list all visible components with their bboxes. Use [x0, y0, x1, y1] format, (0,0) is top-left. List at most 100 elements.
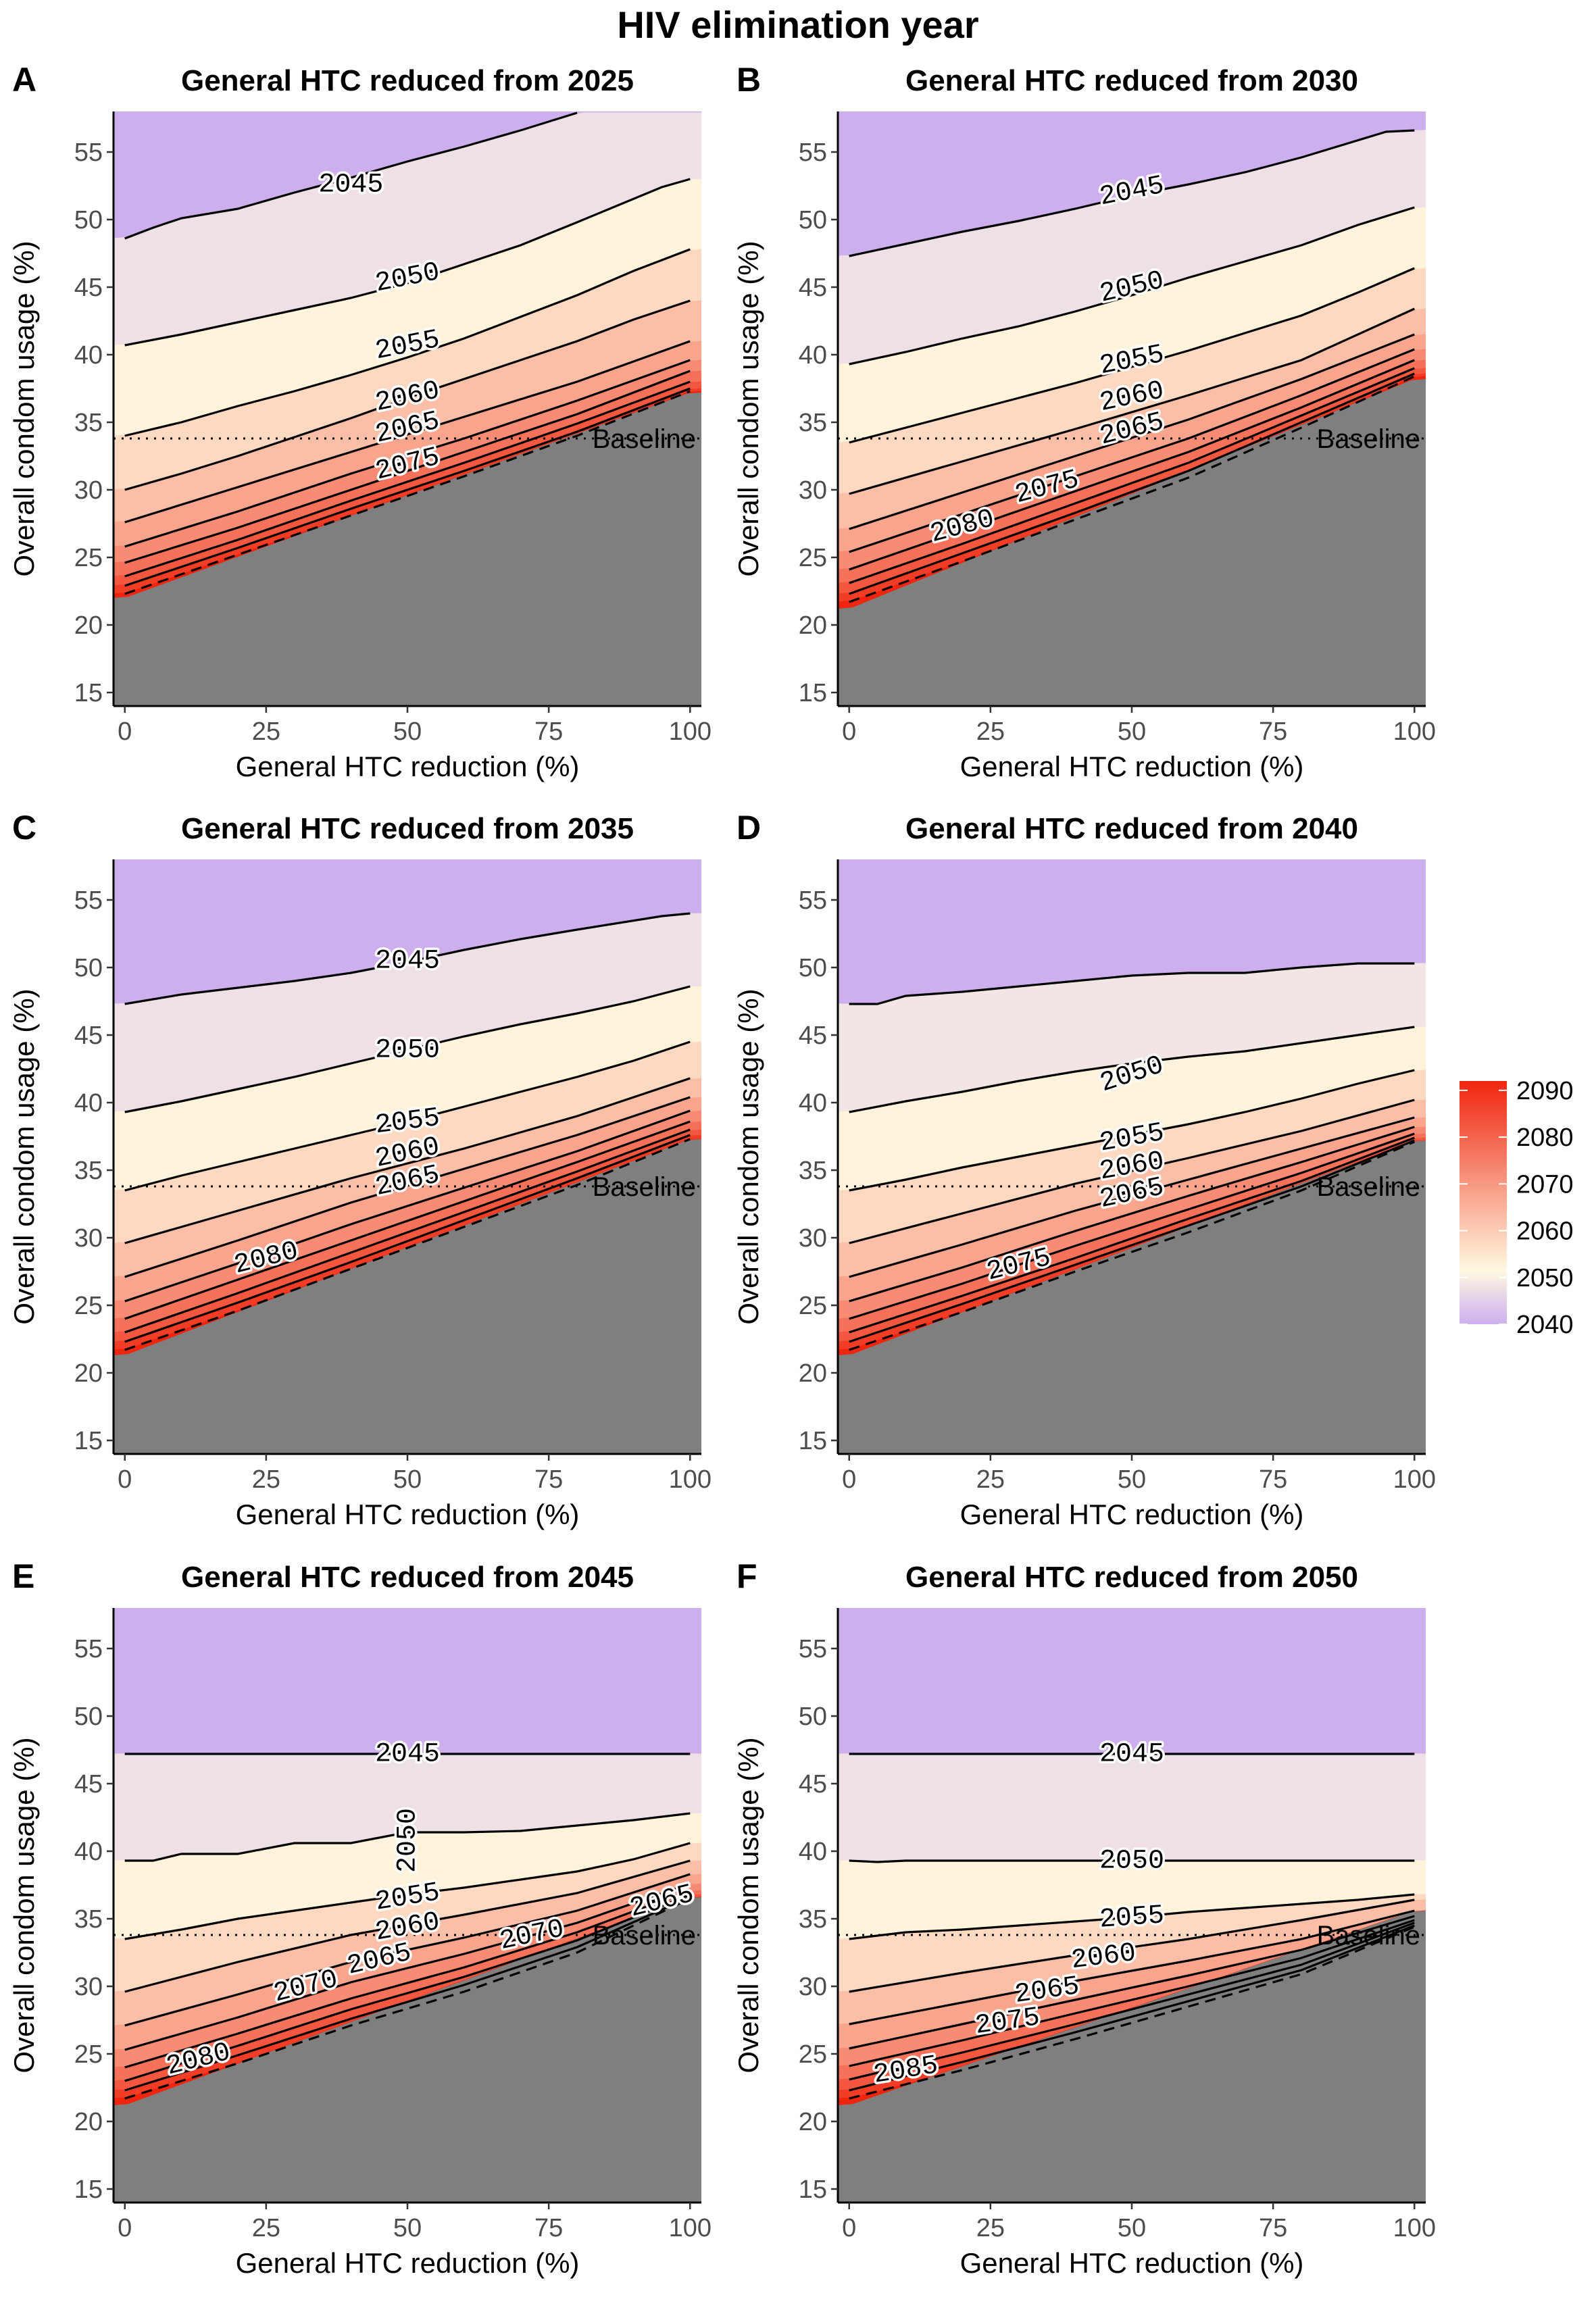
- contour-line-2060: [124, 1077, 691, 1244]
- y-tick-label: 15: [799, 2175, 827, 2204]
- plot-area: [114, 859, 701, 1454]
- contour-line-2090: [849, 1926, 1415, 2100]
- colorbar-tick-label: 2060: [1516, 1217, 1574, 1246]
- y-axis-title: Overall condom usage (%): [732, 988, 764, 1324]
- y-tick-label: 55: [74, 139, 103, 167]
- contour-line-2055: [124, 1842, 691, 1940]
- x-tick-label: 0: [118, 1465, 132, 1494]
- contour-line-2070: [849, 1915, 1415, 2050]
- contour-line-2075: [849, 359, 1415, 571]
- y-tick-label: 35: [74, 409, 103, 437]
- contour-label: 2045: [318, 170, 383, 201]
- plot-area: [114, 1608, 701, 2203]
- y-tick-label: 35: [74, 1157, 103, 1185]
- x-axis-title: General HTC reduction (%): [960, 751, 1304, 782]
- y-tick-label: 20: [74, 1359, 103, 1388]
- colorbar-tick-label: 2050: [1516, 1264, 1574, 1292]
- y-tick-label: 30: [799, 1224, 827, 1253]
- y-tick-label: 40: [74, 1838, 103, 1866]
- y-axis-title: Overall condom usage (%): [732, 241, 764, 576]
- contour-line-2090: [849, 375, 1415, 603]
- y-tick-label: 45: [799, 274, 827, 302]
- panel-title: General HTC reduced from 2025: [180, 64, 634, 97]
- y-axis-title: Overall condom usage (%): [8, 988, 40, 1324]
- x-tick-label: 75: [1259, 2214, 1287, 2242]
- contour-line-2090: [124, 390, 691, 595]
- colorbar-tick-label: 2040: [1516, 1311, 1574, 1338]
- y-tick-label: 50: [799, 206, 827, 234]
- panel-title: General HTC reduced from 2045: [180, 1561, 634, 1594]
- x-tick-label: 0: [842, 1465, 856, 1494]
- y-tick-label: 40: [74, 1089, 103, 1117]
- y-tick-label: 15: [799, 1427, 827, 1455]
- contour-line-2060: [849, 1898, 1415, 1993]
- y-tick-label: 35: [799, 1157, 827, 1185]
- x-tick-label: 100: [1393, 1465, 1436, 1494]
- contour-line-2055: [124, 248, 691, 437]
- x-tick-label: 50: [1118, 718, 1146, 746]
- contour-line-2055: [849, 1069, 1415, 1192]
- contour-line-2045: [124, 912, 691, 1005]
- x-tick-label: 50: [393, 1465, 422, 1494]
- contour-line-2075: [124, 370, 691, 564]
- contour-line-2075: [124, 1889, 691, 2069]
- y-tick-label: 50: [74, 954, 103, 982]
- y-tick-label: 40: [799, 341, 827, 370]
- y-tick-label: 25: [74, 544, 103, 572]
- y-tick-label: 20: [799, 611, 827, 640]
- contour-line-2050: [124, 985, 691, 1113]
- y-axis-title: Overall condom usage (%): [732, 1737, 764, 2073]
- y-tick-label: 20: [799, 1359, 827, 1388]
- y-tick-label: 20: [799, 2108, 827, 2136]
- contour-line-2085: [849, 372, 1415, 595]
- contour-line-2080: [124, 380, 691, 578]
- x-tick-label: 75: [534, 718, 563, 746]
- panel-tag: D: [737, 809, 762, 847]
- y-tick-label: 50: [799, 1703, 827, 1731]
- x-tick-label: 0: [842, 718, 856, 746]
- contour-line-2055: [849, 1893, 1415, 1940]
- contour-line-2060: [124, 299, 691, 491]
- contour-label: 2045: [375, 947, 440, 977]
- contour-label: 2065: [1013, 1971, 1081, 2011]
- figure-title: HIV elimination year: [617, 3, 979, 46]
- contour-line-2075: [849, 1919, 1415, 2067]
- y-tick-label: 25: [74, 1292, 103, 1320]
- x-tick-label: 50: [393, 718, 422, 746]
- contour-line-2090: [124, 1897, 691, 2100]
- contour-line-2045: [124, 111, 578, 240]
- y-tick-label: 50: [799, 954, 827, 982]
- panel-tag: B: [737, 61, 762, 99]
- y-tick-label: 55: [799, 1635, 827, 1663]
- x-tick-label: 25: [252, 2214, 280, 2242]
- y-tick-label: 15: [799, 679, 827, 707]
- contour-label: 2050: [375, 1036, 440, 1066]
- baseline-label: Baseline: [593, 1172, 696, 1202]
- x-axis-title: General HTC reduction (%): [960, 1499, 1304, 1530]
- contour-line-2050: [849, 206, 1415, 366]
- contour-line-2045: [849, 129, 1415, 257]
- x-axis-title: General HTC reduction (%): [236, 2247, 580, 2279]
- panel-tag: A: [12, 61, 37, 99]
- y-tick-label: 40: [799, 1838, 827, 1866]
- contour-label: 2050: [393, 1808, 424, 1873]
- contour-line-2080: [124, 1128, 691, 1334]
- y-axis-title: Overall condom usage (%): [8, 1737, 40, 2073]
- contour-line-2080: [124, 1893, 691, 2082]
- contour-line-2050: [124, 1812, 691, 1862]
- contour-line-2075: [849, 1132, 1415, 1320]
- contour-line-2085: [124, 1896, 691, 2092]
- contour-label: 2050: [1099, 1846, 1164, 1877]
- y-tick-label: 40: [799, 1089, 827, 1117]
- x-tick-label: 25: [976, 718, 1005, 746]
- infeasible-region: [114, 1139, 701, 1454]
- contour-line-2065: [124, 340, 691, 524]
- colorbar-tick-label: 2090: [1516, 1081, 1574, 1105]
- plot-area: [838, 1608, 1426, 2203]
- y-tick-label: 30: [799, 1973, 827, 2001]
- contour-line-2080: [849, 1136, 1415, 1334]
- y-tick-label: 30: [74, 476, 103, 505]
- contour-line-2085: [124, 1134, 691, 1343]
